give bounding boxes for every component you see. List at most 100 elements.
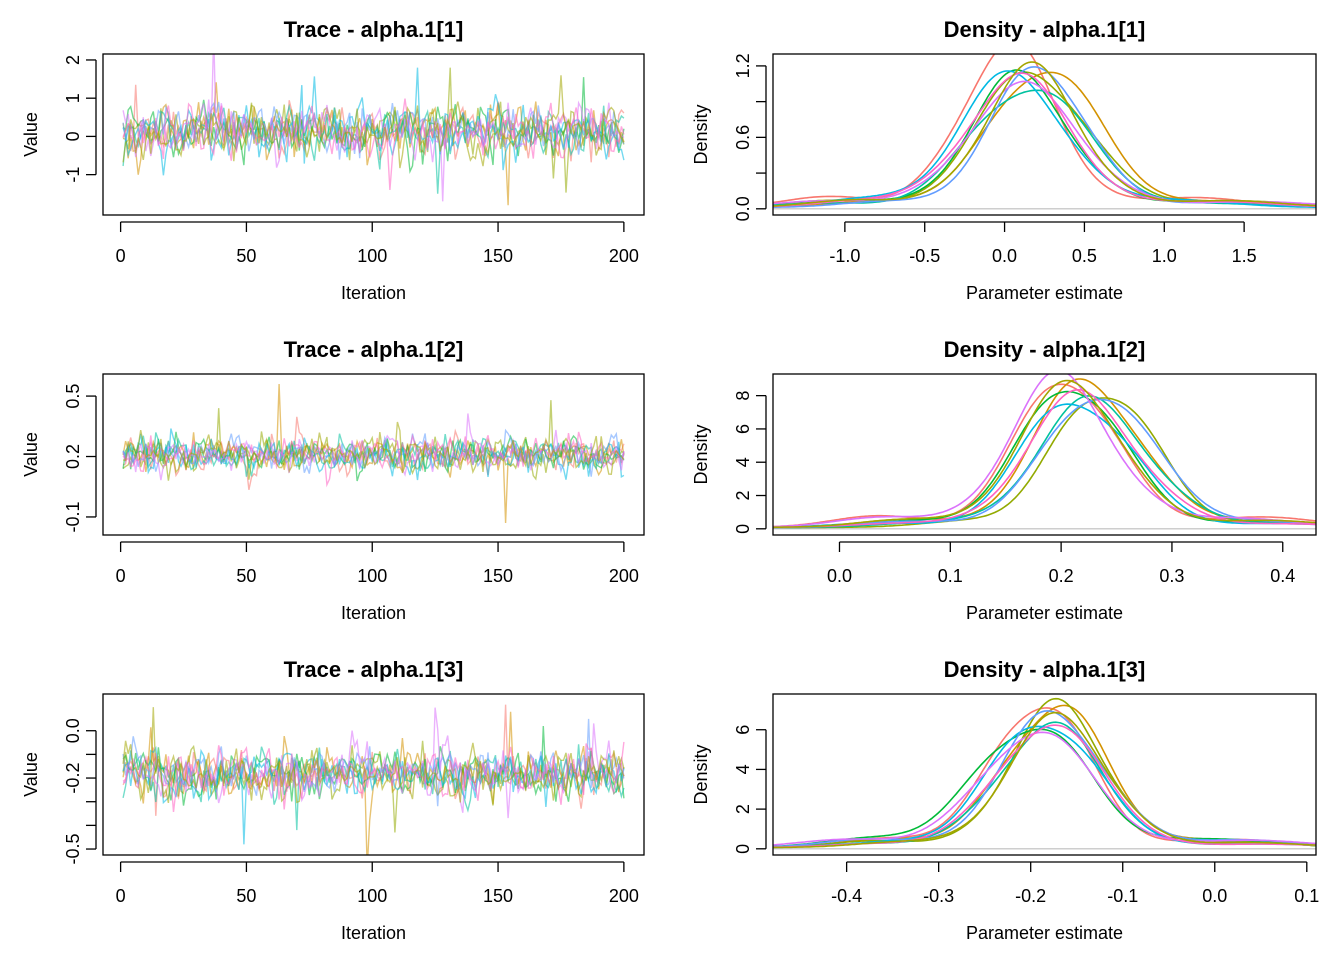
- x-tick-label: 200: [609, 886, 639, 906]
- density-chain-1: [773, 54, 1316, 208]
- panel-title: Density - alpha.1[3]: [944, 657, 1146, 682]
- panel-3: 0 50 100 150 200 -0.1 0.2 0.5 Trace - alpha.1[2]…: [21, 337, 645, 623]
- x-tick-label: 200: [609, 566, 639, 586]
- density-chain-1: [773, 707, 1316, 848]
- density-chain-6: [773, 403, 1316, 528]
- x-axis-label: Iteration: [341, 923, 406, 943]
- plot-frame: [772, 373, 1317, 536]
- trace-chain-9: [122, 741, 625, 812]
- density-chain-4: [773, 728, 1316, 848]
- x-axis: 0 50 100 150 200: [116, 861, 639, 906]
- x-tick-label: 150: [483, 246, 513, 266]
- x-axis: -1.0 -0.5 0.0 0.5 1.0 1.5: [829, 221, 1257, 266]
- trace-chain-9: [122, 98, 625, 191]
- y-axis-label: Value: [21, 432, 41, 477]
- x-tick-label: -0.4: [831, 886, 862, 906]
- plot-frame: [102, 373, 645, 536]
- y-tick-label: 4: [733, 764, 753, 774]
- x-tick-label: 0: [116, 886, 126, 906]
- trace-chain-8: [122, 413, 625, 481]
- y-tick-label: 2: [63, 55, 83, 65]
- x-tick-label: -0.1: [1107, 886, 1138, 906]
- y-tick-label: 2: [733, 804, 753, 814]
- y-tick-label: 6: [733, 424, 753, 434]
- y-axis-label: Value: [21, 112, 41, 157]
- x-tick-label: -1.0: [829, 246, 860, 266]
- trace-chain-3: [122, 400, 625, 481]
- x-tick-label: 0.0: [827, 566, 852, 586]
- plot-area: [122, 704, 625, 855]
- density-chain-5: [773, 721, 1316, 848]
- y-axis: -0.5 -0.2 0.0: [63, 718, 97, 865]
- panel-title: Trace - alpha.1[3]: [284, 657, 464, 682]
- x-tick-label: 1.0: [1152, 246, 1177, 266]
- x-tick-label: -0.5: [909, 246, 940, 266]
- y-tick-label: 4: [733, 457, 753, 467]
- y-tick-label: 0.2: [63, 444, 83, 469]
- trace-chain-10: [122, 75, 625, 169]
- x-tick-label: 0.0: [992, 246, 1017, 266]
- density-chain-4: [773, 390, 1316, 529]
- y-tick-label: -0.5: [63, 834, 83, 865]
- density-chain-10: [773, 379, 1316, 529]
- x-tick-label: 0.1: [938, 566, 963, 586]
- density-chain-5: [773, 89, 1316, 208]
- y-axis: 0 2 4 6 8: [733, 391, 767, 534]
- y-tick-label: 2: [733, 491, 753, 501]
- x-axis: -0.4 -0.3 -0.2 -0.1 0.0 0.1: [831, 861, 1319, 906]
- y-tick-label: -1: [63, 167, 83, 183]
- plot-area: [773, 697, 1316, 850]
- density-chain-9: [773, 724, 1316, 848]
- y-axis: 0 2 4 6: [733, 725, 767, 854]
- x-axis-label: Iteration: [341, 603, 406, 623]
- panel-6: -0.4 -0.3 -0.2 -0.1 0.0 0.1 0 2 4 6 Density - alph…: [691, 657, 1319, 943]
- y-tick-label: 0: [63, 131, 83, 141]
- density-chain-10: [773, 711, 1316, 849]
- y-tick-label: -0.1: [63, 501, 83, 532]
- density-chain-7: [773, 710, 1316, 848]
- density-chain-7: [773, 398, 1316, 529]
- x-tick-label: 100: [357, 566, 387, 586]
- x-tick-label: -0.3: [923, 886, 954, 906]
- x-axis-label: Parameter estimate: [966, 603, 1123, 623]
- panel-title: Trace - alpha.1[1]: [284, 17, 464, 42]
- x-tick-label: 50: [236, 566, 256, 586]
- x-tick-label: 0.5: [1072, 246, 1097, 266]
- y-tick-label: 0.0: [63, 718, 83, 743]
- y-tick-label: 6: [733, 725, 753, 735]
- x-tick-label: 100: [357, 246, 387, 266]
- density-chain-3: [773, 397, 1316, 529]
- x-tick-label: 200: [609, 246, 639, 266]
- x-tick-label: 0.4: [1270, 566, 1295, 586]
- density-chain-9: [773, 388, 1316, 529]
- x-tick-label: 150: [483, 566, 513, 586]
- x-tick-label: 0.0: [1202, 886, 1227, 906]
- panel-2: -1.0 -0.5 0.0 0.5 1.0 1.5 0.0 0.6 1.2 Density - a…: [691, 17, 1317, 303]
- plot-area: [122, 54, 625, 206]
- x-tick-label: 0.3: [1159, 566, 1184, 586]
- y-axis-label: Value: [21, 752, 41, 797]
- plot-area: [122, 383, 625, 524]
- y-axis: -1 0 1 2: [63, 55, 97, 183]
- x-axis: 0.0 0.1 0.2 0.3 0.4: [827, 541, 1295, 586]
- x-tick-label: 0.1: [1294, 886, 1319, 906]
- panel-title: Density - alpha.1[2]: [944, 337, 1146, 362]
- y-tick-label: 1.2: [733, 53, 753, 78]
- y-tick-label: 0.6: [733, 125, 753, 150]
- x-axis: 0 50 100 150 200: [116, 541, 639, 586]
- y-axis-label: Density: [691, 104, 711, 164]
- x-tick-label: 0: [116, 246, 126, 266]
- y-tick-label: 0: [733, 844, 753, 854]
- panel-4: 0.0 0.1 0.2 0.3 0.4 0 2 4 6 8 Density - alpha.1[2]…: [691, 337, 1317, 623]
- density-chain-8: [773, 374, 1316, 528]
- plot-area: [773, 374, 1316, 530]
- x-tick-label: 150: [483, 886, 513, 906]
- x-tick-label: 50: [236, 886, 256, 906]
- plot-frame: [102, 53, 645, 216]
- y-tick-label: 1: [63, 93, 83, 103]
- y-axis: -0.1 0.2 0.5: [63, 384, 97, 532]
- x-axis-label: Parameter estimate: [966, 283, 1123, 303]
- y-tick-label: 8: [733, 391, 753, 401]
- y-tick-label: -0.2: [63, 763, 83, 794]
